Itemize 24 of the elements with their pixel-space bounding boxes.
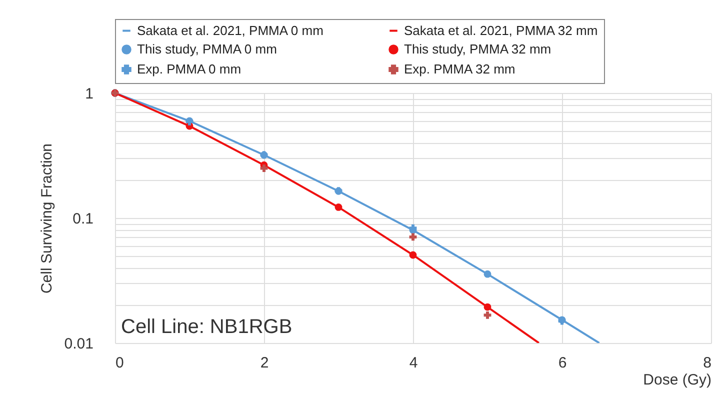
x-axis-title: Dose (Gy) [643, 372, 712, 388]
x-tick-label: 4 [409, 354, 418, 372]
x-tick-label: 0 [116, 354, 124, 372]
legend-label: This study, PMMA 32 mm [404, 42, 552, 56]
x-tick-label: 8 [703, 354, 712, 372]
point [260, 164, 268, 172]
y-tick-label: 1 [85, 86, 94, 102]
y-tick-label: 0.1 [72, 210, 94, 228]
annotation: Cell Line: NB1RGB [121, 316, 292, 338]
legend-label: Exp. PMMA 32 mm [404, 62, 516, 76]
point [484, 270, 492, 278]
point [484, 303, 492, 311]
legend-label: Exp. PMMA 0 mm [137, 62, 242, 76]
y-axis-title: Cell Surviving Fraction [38, 143, 56, 294]
point [334, 204, 342, 211]
point [409, 233, 417, 241]
y-tick-label: 0.01 [64, 336, 94, 352]
point [409, 251, 417, 259]
legend-label: Sakata et al. 2021, PMMA 0 mm [137, 22, 324, 38]
legend-label: Sakata et al. 2021, PMMA 32 mm [404, 22, 598, 38]
point [484, 311, 492, 319]
legend-label: This study, PMMA 0 mm [137, 42, 277, 56]
x-tick-label: 6 [558, 354, 567, 372]
x-tick-label: 2 [260, 354, 269, 372]
